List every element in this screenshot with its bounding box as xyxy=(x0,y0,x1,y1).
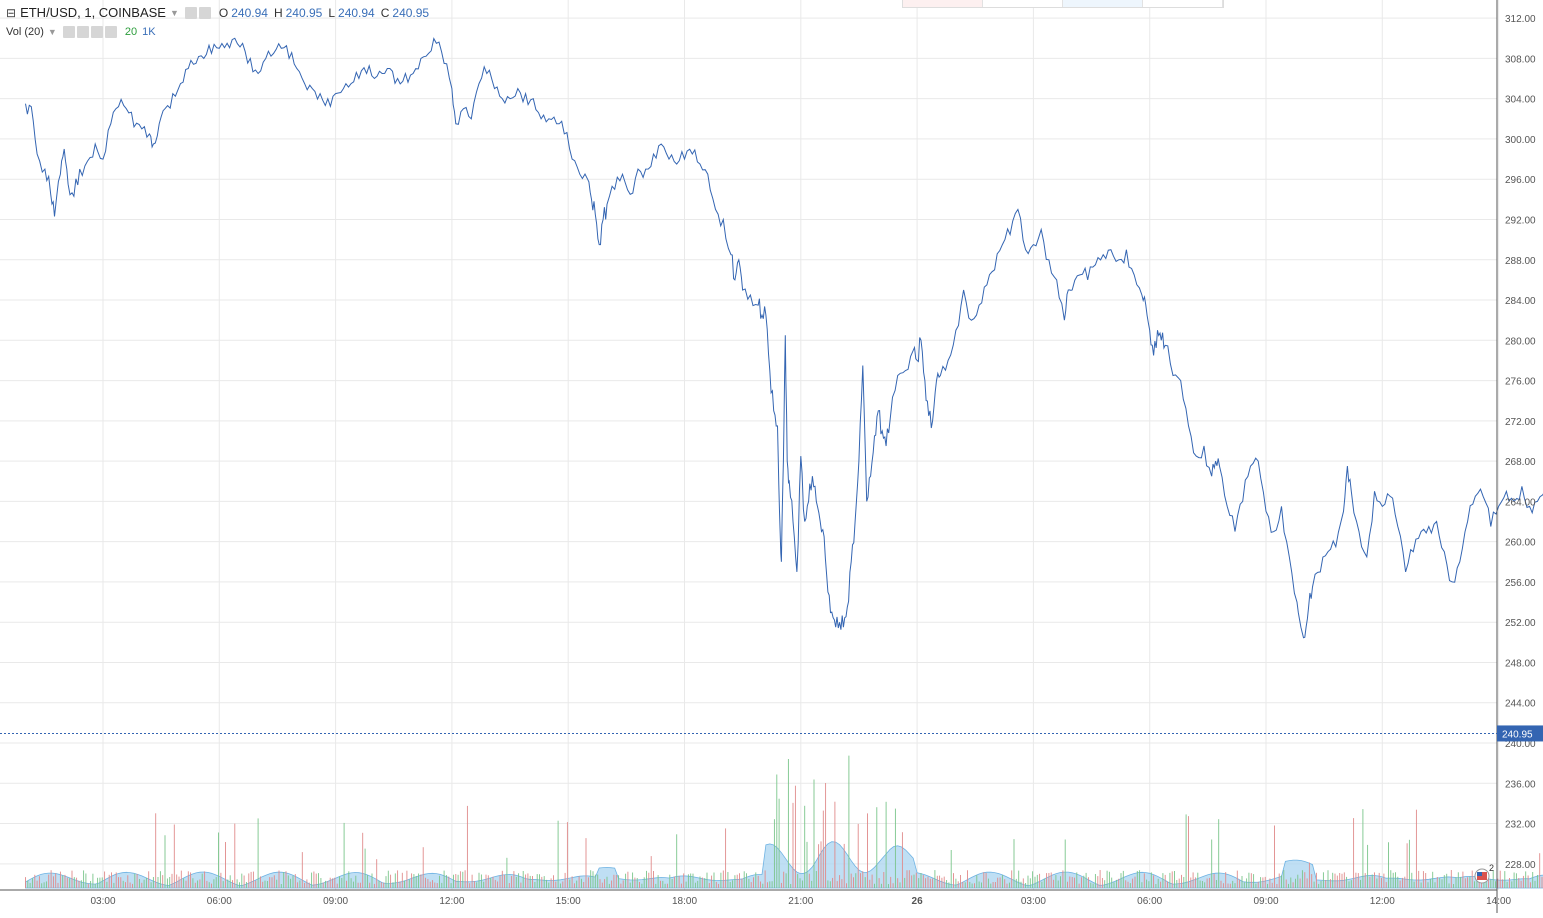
time-tick-label: 03:00 xyxy=(90,896,115,907)
price-line-group xyxy=(26,38,1543,736)
price-tick-label: 292.00 xyxy=(1505,215,1536,226)
add-icon[interactable] xyxy=(91,26,103,38)
price-tick-label: 300.00 xyxy=(1505,135,1536,146)
price-tick-label: 228.00 xyxy=(1505,860,1536,871)
price-tick-label: 308.00 xyxy=(1505,54,1536,65)
time-tick-label: 09:00 xyxy=(323,896,348,907)
ohlc-low-label: L xyxy=(328,6,335,20)
price-tick-label: 268.00 xyxy=(1505,457,1536,468)
ohlc-high-label: H xyxy=(274,6,283,20)
price-axis[interactable]: 312.00 308.00 304.00 300.00 296.00 292.00 288.… xyxy=(1497,0,1536,913)
ohlc-close-label: C xyxy=(381,6,390,20)
price-tick-label: 252.00 xyxy=(1505,618,1536,629)
price-tick-label: 244.00 xyxy=(1505,699,1536,710)
time-tick-label: 12:00 xyxy=(439,896,464,907)
time-axis[interactable]: 03:00 06:00 09:00 12:00 15:00 18:00 21:00 26 03:… xyxy=(0,890,1512,907)
volume-study-label[interactable]: Vol (20) xyxy=(6,26,44,38)
settings-icon[interactable] xyxy=(199,7,211,19)
price-tick-label: 288.00 xyxy=(1505,256,1536,267)
time-tick-label: 06:00 xyxy=(1137,896,1162,907)
ohlc-low-value: 240.94 xyxy=(338,6,375,20)
price-tick-label: 284.00 xyxy=(1505,296,1536,307)
ohlc-close-value: 240.95 xyxy=(392,6,429,20)
price-series-line[interactable] xyxy=(26,38,1543,736)
time-tick-label: 14:00 xyxy=(1486,896,1511,907)
time-tick-label: 15:00 xyxy=(556,896,581,907)
chevron-down-icon[interactable]: ▼ xyxy=(170,8,179,18)
chevron-down-icon[interactable]: ▼ xyxy=(48,27,57,37)
price-tick-label: 280.00 xyxy=(1505,336,1536,347)
symbol-title[interactable]: ETH/USD, 1, COINBASE xyxy=(20,5,166,20)
time-tick-label: 06:00 xyxy=(207,896,232,907)
price-tick-label: 248.00 xyxy=(1505,658,1536,669)
volume-ma-value: 1K xyxy=(142,26,155,38)
time-tick-label: 03:00 xyxy=(1021,896,1046,907)
price-tick-label: 272.00 xyxy=(1505,417,1536,428)
last-price-tag-label: 240.95 xyxy=(1502,729,1533,740)
price-tick-label: 260.00 xyxy=(1505,538,1536,549)
time-tick-label: 09:00 xyxy=(1253,896,1278,907)
price-tick-label: 276.00 xyxy=(1505,377,1536,388)
time-tick-label: 26 xyxy=(912,896,924,907)
time-tick-label: 12:00 xyxy=(1370,896,1395,907)
price-tick-label: 264.00 xyxy=(1505,497,1536,508)
close-icon[interactable] xyxy=(105,26,117,38)
time-tick-label: 21:00 xyxy=(788,896,813,907)
price-tick-label: 236.00 xyxy=(1505,779,1536,790)
price-tick-label: 232.00 xyxy=(1505,820,1536,831)
settings-icon[interactable] xyxy=(77,26,89,38)
time-tick-label: 18:00 xyxy=(672,896,697,907)
price-tick-label: 312.00 xyxy=(1505,14,1536,25)
top-toolbar-tabs[interactable] xyxy=(902,0,1224,8)
svg-text:2: 2 xyxy=(1489,863,1494,873)
volume-legend: Vol (20) ▼ 20 1K xyxy=(6,26,156,38)
price-tick-label: 256.00 xyxy=(1505,578,1536,589)
ohlc-open-value: 240.94 xyxy=(231,6,268,20)
collapse-icon[interactable]: ⊟ xyxy=(6,6,16,20)
grid-lines xyxy=(0,0,1499,890)
eye-icon[interactable] xyxy=(185,7,197,19)
price-tick-label: 296.00 xyxy=(1505,175,1536,186)
ohlc-high-value: 240.95 xyxy=(286,6,323,20)
ohlc-open-label: O xyxy=(219,6,228,20)
price-tick-label: 304.00 xyxy=(1505,95,1536,106)
volume-value: 20 xyxy=(125,26,137,38)
eye-icon[interactable] xyxy=(63,26,75,38)
